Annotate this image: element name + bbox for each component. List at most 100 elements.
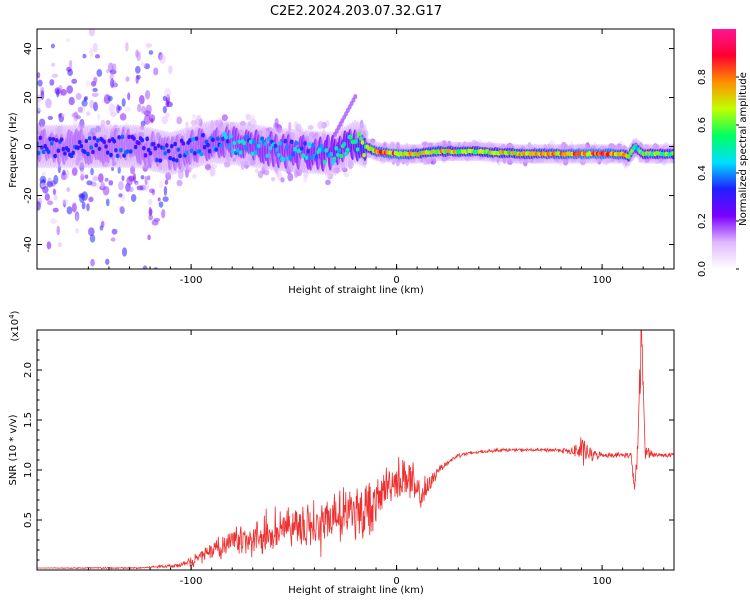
noise-blob bbox=[46, 181, 54, 188]
ridge-core bbox=[207, 149, 212, 154]
noise-blob bbox=[52, 207, 59, 213]
ridge-core bbox=[38, 135, 43, 141]
noise-blob bbox=[257, 170, 264, 179]
noise-blob bbox=[117, 105, 122, 111]
ridge-core bbox=[107, 138, 112, 144]
noise-blob bbox=[93, 76, 98, 84]
ridge-core bbox=[303, 141, 307, 146]
ridge-core bbox=[288, 155, 292, 161]
x-tick-label: 100 bbox=[593, 275, 612, 286]
ridge-core bbox=[342, 141, 347, 147]
spectrogram-marks bbox=[37, 23, 674, 269]
ridge-core bbox=[276, 152, 281, 158]
ridge-core bbox=[309, 155, 314, 160]
snr-y-axis-label: SNR (10 * v/v) bbox=[8, 414, 19, 485]
noise-blob bbox=[176, 116, 183, 125]
ridge-core bbox=[290, 139, 294, 144]
ridge-core bbox=[161, 145, 166, 151]
ridge-core bbox=[115, 153, 120, 159]
ridge-core bbox=[222, 131, 227, 136]
spectrogram-y-axis-label: Frequency (Hz) bbox=[8, 112, 19, 188]
noise-blob bbox=[129, 186, 134, 193]
noise-blob bbox=[96, 69, 103, 77]
colorbar-gradient bbox=[712, 29, 736, 269]
noise-blob bbox=[245, 113, 251, 121]
ridge-core bbox=[143, 153, 148, 158]
noise-blob bbox=[37, 79, 43, 87]
noise-blob bbox=[164, 87, 172, 98]
noise-blob bbox=[143, 114, 151, 125]
noise-blob bbox=[168, 65, 173, 75]
noise-blob bbox=[111, 63, 117, 73]
spectrogram-axes: -100 0 100 -40 -20 0 20 40 bbox=[23, 29, 674, 286]
noise-blob bbox=[75, 93, 82, 101]
y-tick-label: -20 bbox=[23, 187, 34, 203]
noise-blob bbox=[148, 206, 152, 217]
noise-blob bbox=[135, 74, 139, 84]
noise-blob bbox=[96, 183, 100, 189]
ridge-core bbox=[359, 136, 363, 141]
noise-blob bbox=[37, 102, 41, 112]
noise-blob bbox=[132, 173, 137, 183]
ridge-core bbox=[232, 140, 237, 146]
noise-blob bbox=[88, 196, 94, 203]
noise-blob bbox=[295, 123, 302, 132]
noise-blob bbox=[191, 174, 197, 179]
noise-blob bbox=[144, 175, 148, 186]
noise-blob bbox=[137, 23, 142, 28]
noise-blob bbox=[56, 225, 60, 236]
ridge-core bbox=[77, 139, 82, 145]
ridge-core bbox=[53, 153, 57, 159]
figure-title: C2E2.2024.203.07.32.G17 bbox=[270, 4, 442, 19]
ridge-core bbox=[266, 136, 271, 141]
noise-blob bbox=[50, 43, 55, 49]
noise-blob bbox=[89, 234, 96, 243]
ridge-core bbox=[211, 137, 215, 143]
noise-blob bbox=[270, 176, 276, 182]
ridge-core bbox=[336, 152, 340, 158]
ridge-core bbox=[199, 151, 204, 157]
ridge-core bbox=[94, 142, 98, 148]
ridge-core bbox=[299, 146, 304, 151]
noise-blob bbox=[136, 185, 144, 191]
ridge-core bbox=[235, 148, 240, 153]
noise-blob bbox=[145, 104, 152, 115]
y-tick-label: 0 bbox=[23, 143, 34, 149]
noise-blob bbox=[66, 85, 74, 94]
noise-blob bbox=[86, 203, 90, 212]
noise-blob bbox=[51, 62, 56, 67]
noise-blob bbox=[110, 237, 116, 242]
ridge-core bbox=[220, 136, 225, 142]
noise-blob bbox=[159, 181, 164, 188]
ridge-core bbox=[206, 142, 210, 148]
ridge-core bbox=[171, 157, 176, 162]
ridge-core bbox=[76, 145, 80, 150]
noise-blob bbox=[191, 114, 196, 120]
ridge-core bbox=[102, 139, 107, 145]
noise-blob bbox=[65, 37, 71, 43]
colorbar-tick-label: 0.4 bbox=[697, 165, 708, 181]
noise-blob bbox=[105, 119, 111, 126]
ridge-core bbox=[301, 153, 306, 158]
ridge-core bbox=[128, 149, 133, 154]
ridge-core bbox=[148, 151, 153, 156]
ridge-core bbox=[82, 149, 87, 155]
ridge-core bbox=[337, 148, 342, 153]
noise-blob bbox=[130, 194, 137, 203]
noise-blob bbox=[75, 228, 80, 234]
ridge-core bbox=[166, 148, 171, 154]
ridge-core bbox=[137, 140, 141, 146]
ridge-core bbox=[142, 145, 146, 151]
y-tick-label: 2.0 bbox=[23, 362, 34, 378]
noise-blob bbox=[190, 119, 197, 126]
noise-blob bbox=[84, 174, 89, 179]
noise-blob bbox=[104, 177, 109, 182]
ridge-core bbox=[97, 146, 102, 151]
noise-blob bbox=[287, 172, 294, 182]
y-tick-label: 1.0 bbox=[23, 462, 34, 478]
ridge-core bbox=[48, 136, 52, 142]
ridge-core bbox=[339, 153, 343, 159]
ridge-core bbox=[174, 158, 179, 163]
y-tick-label: 40 bbox=[23, 42, 34, 55]
